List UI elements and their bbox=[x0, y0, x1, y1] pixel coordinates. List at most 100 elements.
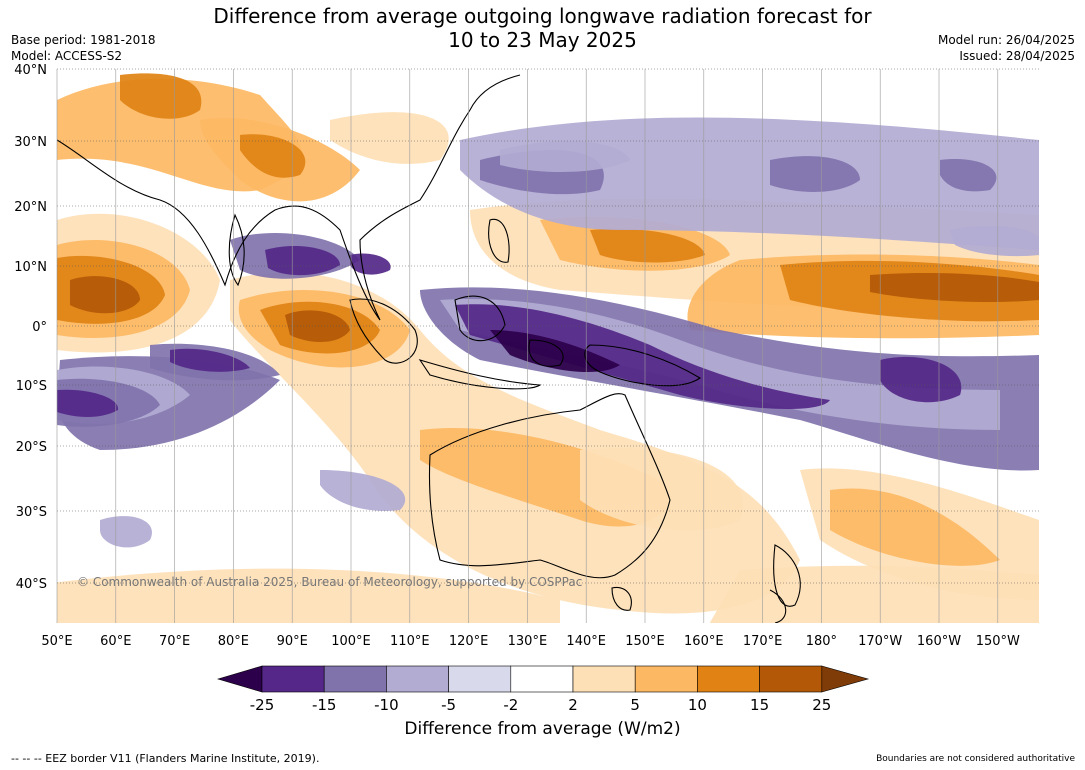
anomaly-region bbox=[940, 159, 997, 192]
longitude-label: 60°E bbox=[100, 634, 131, 649]
longitude-label: 100°E bbox=[331, 634, 371, 649]
colorbar-tick-label: 2 bbox=[568, 696, 578, 714]
longitude-label: 170°W bbox=[858, 634, 902, 649]
longitude-label: 140°E bbox=[566, 634, 606, 649]
anomaly-region bbox=[590, 228, 705, 263]
model-name: Model: ACCESS-S2 bbox=[11, 49, 123, 63]
longitude-label: 170°E bbox=[743, 634, 783, 649]
anomaly-region bbox=[580, 448, 744, 531]
colorbar-arrow-high bbox=[821, 665, 870, 693]
coastline bbox=[584, 344, 702, 387]
graticule bbox=[56, 68, 1039, 623]
disclaimer: Boundaries are not considered authoritat… bbox=[876, 754, 1075, 764]
colorbar-tick-label: -2 bbox=[503, 696, 518, 714]
longitude-label: 160°W bbox=[917, 634, 961, 649]
colorbar-tick-label: -5 bbox=[441, 696, 456, 714]
anomaly-region bbox=[100, 516, 152, 548]
model-run: Model run: 26/04/2025 bbox=[937, 33, 1075, 47]
latitude-label: 30°S bbox=[16, 505, 47, 520]
anomaly-region bbox=[265, 245, 340, 276]
colorbar-segment bbox=[759, 665, 823, 693]
anomaly-field bbox=[57, 73, 1039, 623]
eez-legend: -- -- -- EEZ border V11 (Flanders Marine… bbox=[11, 752, 320, 765]
anomaly-region bbox=[500, 141, 630, 172]
anomaly-region bbox=[770, 156, 860, 192]
longitude-label: 180° bbox=[806, 634, 837, 649]
coastline bbox=[773, 544, 801, 607]
colorbar-segment bbox=[697, 665, 760, 693]
latitude-label: 10°N bbox=[14, 260, 47, 275]
longitude-label: 160°E bbox=[684, 634, 724, 649]
latitude-label: 40°S bbox=[16, 577, 47, 592]
issued-date: Issued: 28/04/2025 bbox=[959, 49, 1075, 63]
colorbar-tick-label: -25 bbox=[250, 696, 275, 714]
anomaly-region bbox=[880, 356, 962, 403]
anomaly-region bbox=[240, 134, 306, 178]
longitude-labels: 50°E 60°E 70°E 80°E 90°E 100°E 110°E 120°E 130°E… bbox=[41, 634, 1020, 649]
anomaly-region bbox=[70, 276, 140, 314]
latitude-label: 0° bbox=[32, 320, 47, 335]
anomaly-region bbox=[830, 488, 1000, 566]
colorbar-segment bbox=[510, 665, 574, 693]
copyright-text: © Commonwealth of Australia 2025, Bureau… bbox=[77, 575, 582, 589]
anomaly-region bbox=[455, 304, 830, 410]
anomaly-region bbox=[170, 348, 250, 372]
coastline bbox=[769, 589, 787, 623]
colorbar-tick-label: 25 bbox=[812, 696, 831, 714]
latitude-label: 30°N bbox=[14, 135, 47, 150]
anomaly-region bbox=[320, 470, 406, 511]
coastline bbox=[57, 74, 521, 321]
longitude-label: 70°E bbox=[159, 634, 190, 649]
colorbar-tick-label: 15 bbox=[750, 696, 769, 714]
coastline bbox=[349, 298, 418, 364]
coastline bbox=[488, 218, 510, 263]
colorbar-segment bbox=[634, 665, 698, 693]
colorbar-tick-label: -15 bbox=[312, 696, 337, 714]
latitude-label: 20°S bbox=[16, 440, 47, 455]
colorbar-tick-label: 10 bbox=[688, 696, 707, 714]
anomaly-region bbox=[57, 389, 119, 417]
longitude-label: 80°E bbox=[218, 634, 249, 649]
anomaly-region bbox=[330, 112, 449, 164]
coastline bbox=[228, 213, 245, 287]
anomaly-region bbox=[57, 568, 560, 623]
colorbar-segment bbox=[448, 665, 512, 693]
longitude-label: 50°E bbox=[41, 634, 72, 649]
anomaly-region bbox=[350, 253, 391, 275]
title-line-2: 10 to 23 May 2025 bbox=[448, 28, 637, 52]
base-period: Base period: 1981-2018 bbox=[11, 33, 156, 47]
anomaly-region bbox=[120, 73, 202, 119]
latitude-label: 40°N bbox=[14, 63, 47, 78]
longitude-label: 130°E bbox=[508, 634, 548, 649]
anomaly-region bbox=[950, 225, 1039, 257]
anomaly-region bbox=[709, 565, 1039, 623]
meta-right: Model run: 26/04/2025 Issued: 28/04/2025 bbox=[938, 32, 1075, 64]
longitude-label: 150°E bbox=[625, 634, 665, 649]
title-line-1: Difference from average outgoing longwav… bbox=[213, 4, 872, 28]
chart-title: Difference from average outgoing longwav… bbox=[0, 4, 1085, 52]
latitude-label: 20°N bbox=[14, 200, 47, 215]
colorbar-title: Difference from average (W/m2) bbox=[404, 719, 681, 739]
colorbar-tick-label: 5 bbox=[630, 696, 640, 714]
anomaly-region bbox=[285, 310, 350, 342]
land-outlines bbox=[57, 74, 801, 623]
colorbar-tick-label: -10 bbox=[374, 696, 399, 714]
colorbar-segment bbox=[386, 665, 449, 693]
colorbar-arrow-low bbox=[216, 665, 263, 693]
latitude-label: 10°S bbox=[16, 379, 47, 394]
coastline bbox=[428, 393, 671, 579]
colorbar-segment bbox=[323, 665, 387, 693]
coastline bbox=[611, 586, 632, 611]
longitude-label: 150°W bbox=[976, 634, 1020, 649]
longitude-label: 120°E bbox=[449, 634, 489, 649]
coastline bbox=[528, 339, 564, 367]
colorbar-segment bbox=[572, 665, 636, 693]
latitude-labels: 40°N 30°N 20°N 10°N 0° 10°S 20°S 30°S 40°S bbox=[14, 63, 47, 592]
longitude-label: 110°E bbox=[390, 634, 430, 649]
anomaly-region bbox=[870, 272, 1039, 303]
meta-left: Base period: 1981-2018 Model: ACCESS-S2 bbox=[11, 32, 156, 64]
longitude-label: 90°E bbox=[277, 634, 308, 649]
colorbar: -25 -15 -10 -5 -2 2 5 10 15 25 bbox=[216, 665, 870, 714]
colorbar-segment bbox=[261, 665, 325, 693]
